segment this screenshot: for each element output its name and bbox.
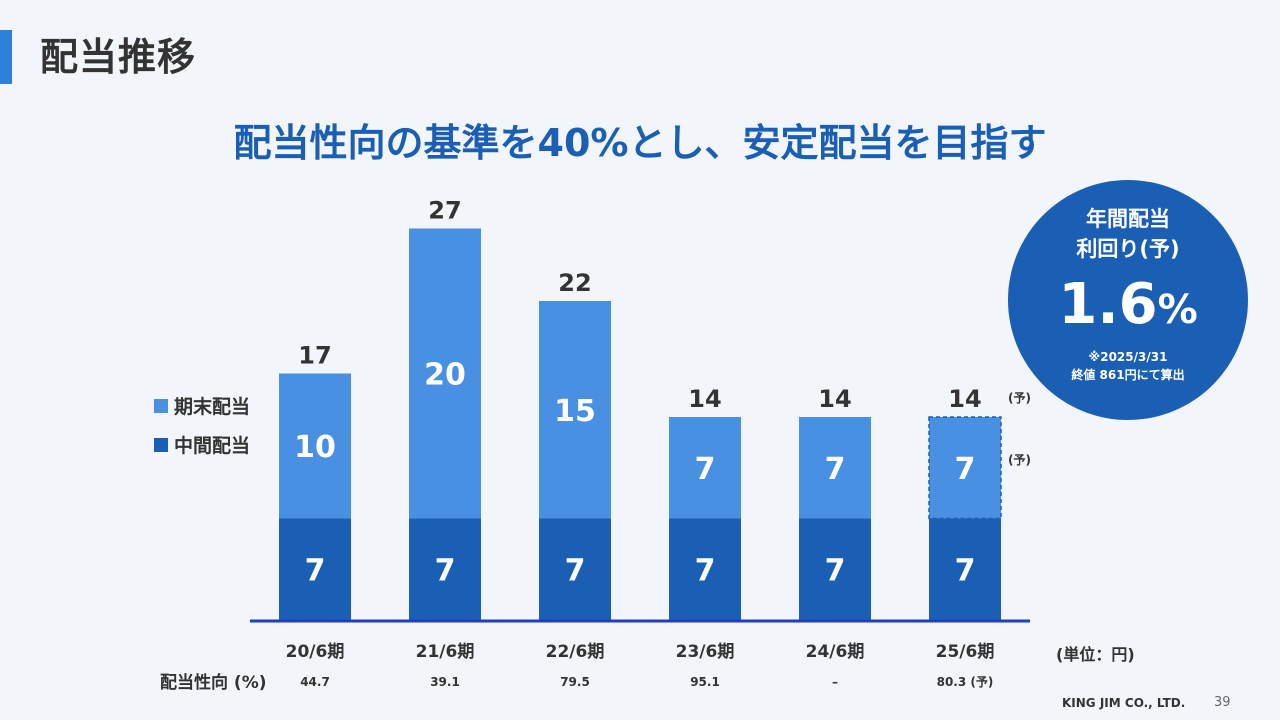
title-accent-bar bbox=[0, 30, 12, 84]
payout-ratio-label: 配当性向 (%) bbox=[160, 673, 267, 693]
bar-interim-label-0: 7 bbox=[305, 553, 326, 588]
forecast-mark-final: (予) bbox=[1008, 453, 1031, 467]
legend-final: 期末配当 bbox=[154, 392, 250, 419]
payout-ratio-value-2: 79.5 bbox=[560, 675, 590, 689]
legend-final-label: 期末配当 bbox=[174, 396, 251, 418]
bar-final-label-2: 15 bbox=[554, 394, 596, 429]
x-tick-label-1: 21/6期 bbox=[416, 642, 475, 662]
page-number: 39 bbox=[1214, 695, 1231, 710]
slide-title: 配当推移 bbox=[40, 35, 197, 79]
bar-final-5 bbox=[928, 416, 1002, 520]
badge-title: 年間配当 利回り(予) bbox=[1008, 204, 1248, 264]
badge-value-unit: % bbox=[1157, 287, 1198, 333]
x-tick-label-5: 25/6期 bbox=[936, 642, 995, 662]
badge-note-line1: ※2025/3/31 bbox=[1088, 350, 1168, 364]
bar-interim-0 bbox=[279, 518, 351, 620]
x-tick-label-4: 24/6期 bbox=[806, 642, 865, 662]
company-name: KING JIM CO., LTD. bbox=[1062, 696, 1186, 710]
bar-interim-4 bbox=[799, 518, 871, 620]
bar-interim-3 bbox=[669, 518, 741, 620]
bar-total-label-2: 22 bbox=[558, 269, 591, 297]
bar-total-label-4: 14 bbox=[818, 385, 851, 413]
bar-final-label-1: 20 bbox=[424, 358, 466, 393]
legend-interim-swatch bbox=[154, 437, 168, 452]
forecast-mark-total: (予) bbox=[1008, 391, 1031, 405]
bar-interim-label-3: 7 bbox=[695, 553, 716, 588]
payout-ratio-value-0: 44.7 bbox=[300, 675, 330, 689]
legend-interim: 中間配当 bbox=[154, 431, 250, 458]
bar-final-4 bbox=[799, 417, 871, 519]
headline: 配当性向の基準を40%とし、安定配当を目指す bbox=[233, 121, 1047, 165]
bar-final-label-4: 7 bbox=[825, 452, 846, 487]
legend-final-swatch bbox=[154, 398, 168, 413]
bar-final-1 bbox=[409, 228, 481, 519]
badge-title-line1: 年間配当 bbox=[1086, 207, 1170, 231]
dividend-yield-badge: 年間配当 利回り(予) 1.6% ※2025/3/31 終値 861円にて算出 bbox=[1008, 180, 1248, 420]
bar-interim-5 bbox=[929, 518, 1001, 620]
x-tick-label-0: 20/6期 bbox=[286, 642, 345, 662]
badge-value-number: 1.6 bbox=[1058, 272, 1158, 337]
badge-title-line2: 利回り(予) bbox=[1076, 237, 1180, 261]
badge-value: 1.6% bbox=[1008, 272, 1248, 337]
bar-total-label-0: 17 bbox=[298, 342, 331, 370]
bar-total-label-1: 27 bbox=[428, 197, 461, 225]
bar-final-0 bbox=[279, 373, 351, 519]
bar-interim-label-5: 7 bbox=[955, 553, 976, 588]
unit-label: (単位：円) bbox=[1056, 645, 1135, 664]
payout-ratio-value-4: – bbox=[832, 675, 838, 689]
bar-interim-label-2: 7 bbox=[565, 553, 586, 588]
bar-interim-label-4: 7 bbox=[825, 553, 846, 588]
legend-interim-label: 中間配当 bbox=[174, 435, 251, 457]
payout-ratio-value-3: 95.1 bbox=[690, 675, 720, 689]
bar-final-label-0: 10 bbox=[294, 430, 336, 465]
bar-final-label-5: 7 bbox=[955, 452, 976, 487]
payout-ratio-value-1: 39.1 bbox=[430, 675, 460, 689]
bar-interim-label-1: 7 bbox=[435, 553, 456, 588]
bar-final-3 bbox=[669, 417, 741, 519]
payout-ratio-value-5: 80.3 (予) bbox=[937, 675, 994, 689]
badge-note-line2: 終値 861円にて算出 bbox=[1071, 368, 1185, 382]
bar-final-label-3: 7 bbox=[695, 452, 716, 487]
bar-final-2 bbox=[539, 301, 611, 519]
bar-total-label-5: 14 bbox=[948, 385, 981, 413]
badge-note: ※2025/3/31 終値 861円にて算出 bbox=[1008, 348, 1248, 384]
x-tick-label-2: 22/6期 bbox=[546, 642, 605, 662]
bar-total-label-3: 14 bbox=[688, 385, 721, 413]
bar-interim-2 bbox=[539, 518, 611, 620]
bar-interim-1 bbox=[409, 518, 481, 620]
x-tick-label-3: 23/6期 bbox=[676, 642, 735, 662]
